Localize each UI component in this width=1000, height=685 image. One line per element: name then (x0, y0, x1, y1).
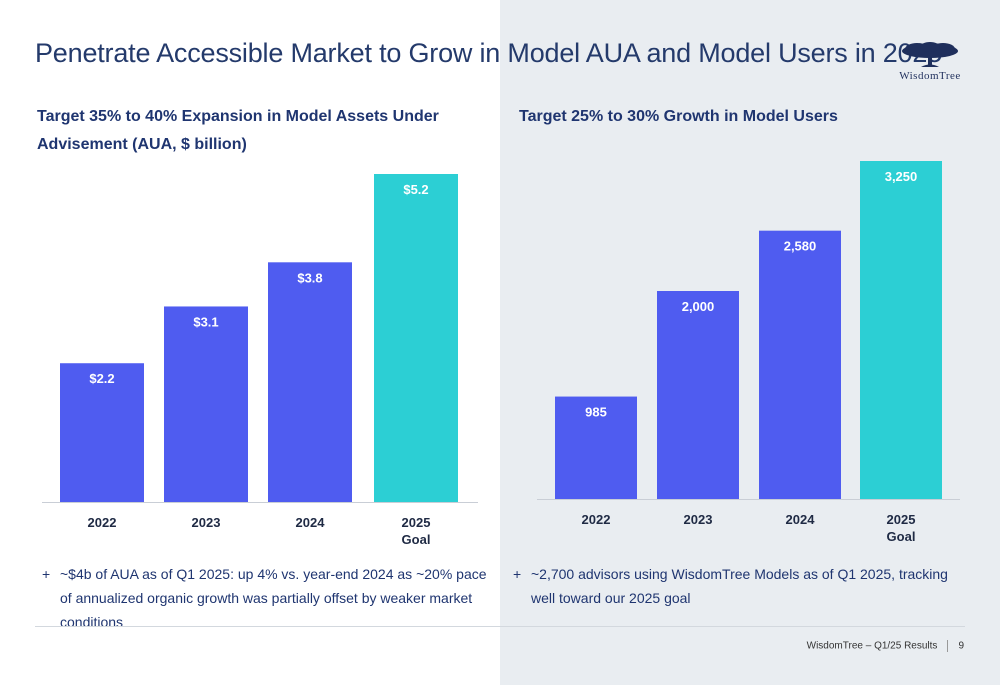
users-data-label-0: 985 (585, 405, 607, 420)
users-bar-2 (759, 230, 841, 499)
aua-bar-1 (164, 306, 248, 502)
aua-data-label-0: $2.2 (89, 371, 114, 386)
wisdomtree-logo: WisdomTree (890, 42, 970, 82)
users-bar-0 (555, 396, 637, 499)
users-category-label-3: 2025 Goal (887, 512, 916, 544)
bullet-plus-icon: + (513, 566, 522, 582)
page-title: Penetrate Accessible Market to Grow in M… (35, 38, 943, 68)
aua-bar-0 (60, 363, 144, 502)
aua-category-label-0: 2022 (88, 515, 117, 530)
right-bullet: + ~2,700 advisors using WisdomTree Model… (513, 562, 953, 610)
aua-category-label-2: 2024 (296, 515, 326, 530)
aua-data-label-3: $5.2 (403, 182, 428, 197)
footer: WisdomTree – Q1/25 Results 9 (807, 640, 964, 652)
users-category-label-2: 2024 (786, 512, 816, 527)
aua-data-label-2: $3.8 (297, 270, 322, 285)
logo-wordmark: WisdomTree (899, 70, 961, 82)
left-chart-title: Target 35% to 40% Expansion in Model Ass… (37, 108, 439, 153)
page-number: 9 (958, 640, 964, 652)
left-bullet: + ~$4b of AUA as of Q1 2025: up 4% vs. y… (42, 562, 492, 634)
users-category-label-0: 2022 (582, 512, 611, 527)
aua-category-label-3: 2025 Goal (402, 515, 431, 547)
users-bar-1 (657, 291, 739, 499)
aua-bar-2 (268, 262, 352, 502)
aua-bar-3 (374, 174, 458, 502)
bullet-plus-icon: + (42, 566, 51, 582)
tree-icon (902, 42, 958, 67)
users-data-label-2: 2,580 (784, 239, 817, 254)
users-category-label-1: 2023 (684, 512, 713, 527)
users-data-label-1: 2,000 (682, 299, 715, 314)
right-chart-title: Target 25% to 30% Growth in Model Users (519, 108, 838, 125)
aua-category-label-1: 2023 (192, 515, 221, 530)
users-data-label-3: 3,250 (885, 169, 918, 184)
footer-divider (35, 626, 965, 627)
left-bullet-text: ~$4b of AUA as of Q1 2025: up 4% vs. yea… (60, 566, 487, 630)
aua-data-label-1: $3.1 (193, 314, 218, 329)
right-bullet-text: ~2,700 advisors using WisdomTree Models … (531, 566, 948, 606)
users-bar-3 (860, 161, 942, 499)
footer-separator (947, 640, 949, 652)
footer-text: WisdomTree – Q1/25 Results (806, 640, 938, 652)
